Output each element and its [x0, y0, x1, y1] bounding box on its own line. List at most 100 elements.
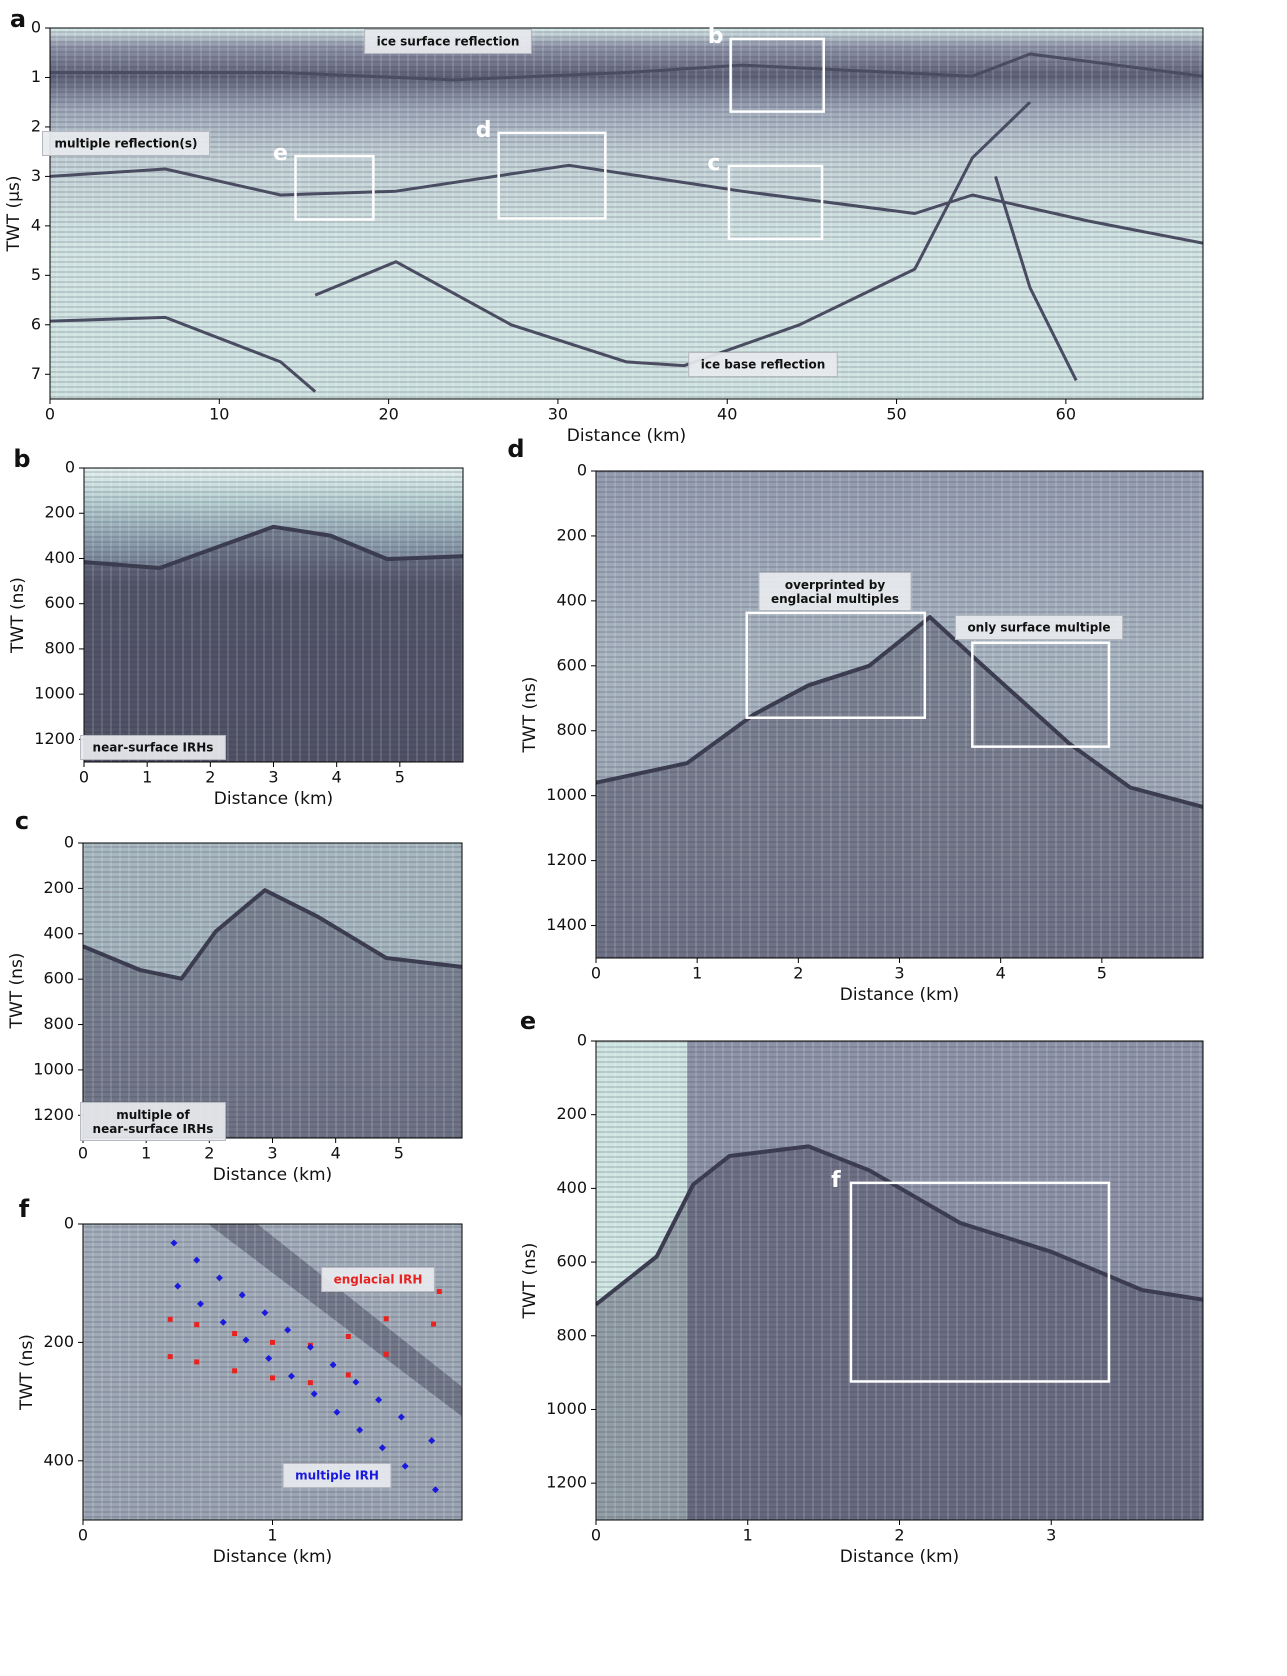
annotation-group: near-surface IRHs [80, 735, 226, 760]
radargram-image [84, 468, 463, 762]
trace-point [193, 1256, 201, 1264]
x-tick-label: 0 [591, 1526, 601, 1545]
y-tick-label: 3 [31, 166, 41, 185]
x-tick-label: 50 [886, 405, 906, 424]
x-tick-label: 2 [204, 1144, 214, 1163]
trace-point [345, 1372, 351, 1378]
series-label-box [282, 1463, 392, 1488]
x-tick-label: 10 [209, 405, 229, 424]
trace-point [215, 1274, 223, 1282]
y-tick-label: 1200 [546, 850, 587, 869]
trace-point [436, 1288, 442, 1294]
trace-point [431, 1321, 437, 1327]
x-tick-label: 5 [1097, 964, 1107, 983]
streak-texture [596, 1041, 1203, 1520]
annotation-box [364, 29, 532, 54]
x-tick-label: 0 [591, 964, 601, 983]
x-tick-label: 1 [141, 1144, 151, 1163]
reflector [314, 101, 1032, 368]
streak-texture [596, 471, 1203, 958]
trace-point [265, 1354, 273, 1362]
annotation-box [42, 131, 210, 156]
x-tick-label: 4 [331, 1144, 341, 1163]
x-tick-label: 1 [692, 964, 702, 983]
y-tick-label: 200 [43, 878, 74, 897]
annotation: multiple reflection(s) [55, 137, 198, 151]
x-axis-title: Distance (km) [214, 789, 333, 809]
trace-point [196, 1300, 204, 1308]
trace-point [170, 1239, 178, 1247]
y-tick-label: 0 [64, 1214, 74, 1233]
region-box [729, 37, 825, 113]
trace-point [174, 1282, 182, 1290]
y-tick-label: 7 [31, 364, 41, 383]
y-tick-label: 0 [577, 1031, 587, 1050]
y-tick-label: 200 [44, 503, 75, 522]
trace-point [352, 1378, 360, 1386]
x-tick-label: 1 [267, 1526, 277, 1545]
trace-point [306, 1343, 314, 1351]
y-tick-label: 6 [31, 314, 41, 333]
x-tick-label: 60 [1056, 405, 1076, 424]
y-tick-label: 0 [65, 458, 75, 477]
reflector [50, 52, 1203, 82]
y-axis-title: TWT (ns) [520, 677, 540, 754]
trace-point [261, 1309, 269, 1317]
y-tick-label: 400 [556, 590, 587, 609]
y-tick-label: 5 [31, 265, 41, 284]
x-tick-label: 2 [205, 768, 215, 787]
y-tick-label: 800 [44, 638, 75, 657]
x-tick-label: 5 [394, 1144, 404, 1163]
trace-point [194, 1322, 200, 1328]
series-label: multiple IRH [295, 1469, 379, 1483]
trace-point [375, 1396, 383, 1404]
reflector [83, 888, 462, 981]
region-box [497, 131, 607, 220]
series-label-group: multiple IRH [282, 1463, 392, 1488]
y-tick-label: 1 [31, 67, 41, 86]
reflector [994, 175, 1078, 382]
y-tick-label: 600 [43, 969, 74, 988]
x-tick-label: 0 [45, 405, 55, 424]
annotation-box [80, 1102, 226, 1141]
y-tick-label: 400 [556, 1178, 587, 1197]
region-label: d [476, 118, 492, 143]
y-axis-title: TWT (ns) [520, 1243, 540, 1320]
y-tick-label: 200 [43, 1332, 74, 1351]
radargram-image [83, 843, 462, 1138]
y-tick-label: 800 [43, 1014, 74, 1033]
panel-letter: d [507, 435, 524, 463]
y-tick-label: 200 [556, 525, 587, 544]
annotation-group: multiple reflection(s) [42, 131, 210, 156]
streak-texture [83, 843, 462, 1138]
x-tick-label: 30 [548, 405, 568, 424]
panel-letter: c [15, 807, 29, 835]
y-tick-label: 400 [44, 548, 75, 567]
trace-point [307, 1380, 313, 1386]
y-tick-label: 1000 [34, 684, 75, 703]
y-tick-label: 1200 [34, 729, 75, 748]
region-box [745, 611, 927, 719]
panel-letter: e [520, 1007, 536, 1035]
y-axis-title: TWT (ns) [17, 1334, 37, 1411]
trace-point [238, 1291, 246, 1299]
trace-point [284, 1326, 292, 1334]
annotation: near-surface IRHs [93, 741, 214, 755]
trace-point [345, 1333, 351, 1339]
region-box [971, 641, 1111, 748]
y-tick-label: 4 [31, 215, 41, 234]
x-tick-label: 3 [894, 964, 904, 983]
region-label: f [831, 1168, 841, 1193]
x-axis-title: Distance (km) [213, 1547, 332, 1567]
trace-point [310, 1390, 318, 1398]
trace-point [232, 1331, 238, 1337]
series-label-box [321, 1267, 435, 1292]
region-box [727, 164, 824, 240]
trace-point [242, 1336, 250, 1344]
y-axis-title: TWT (µs) [4, 176, 24, 253]
reflector [50, 163, 1203, 245]
x-tick-label: 2 [894, 1526, 904, 1545]
trace-point [356, 1426, 364, 1434]
y-tick-label: 800 [556, 1325, 587, 1344]
